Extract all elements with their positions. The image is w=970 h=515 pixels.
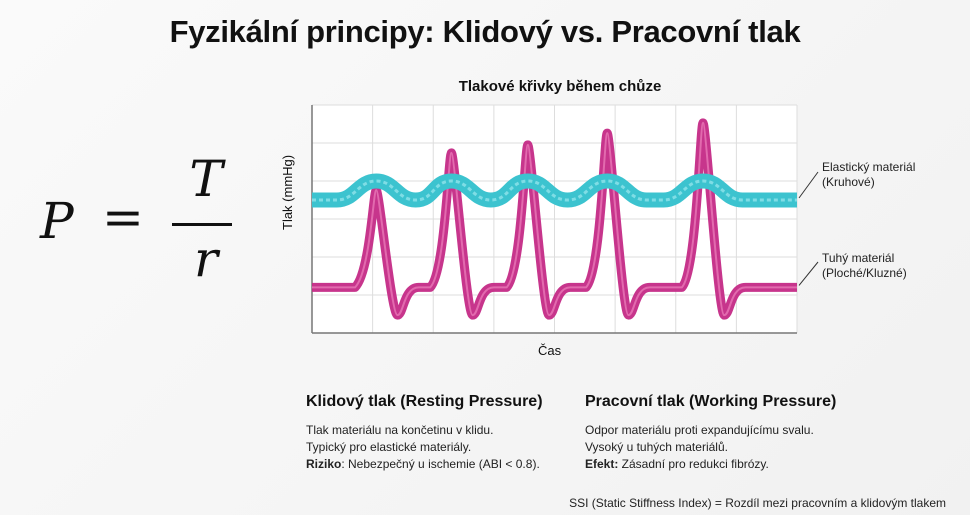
formula-denominator: r <box>194 230 218 288</box>
chart-title: Tlakové křivky během chůze <box>458 78 662 95</box>
working-effect-text: Zásadní pro redukci fibrózy. <box>618 457 769 471</box>
working-heading: Pracovní tlak (Working Pressure) <box>585 393 837 410</box>
legend-stiff-leader <box>798 261 819 286</box>
working-line3: Efekt: Zásadní pro redukci fibrózy. <box>585 456 836 473</box>
legend-stiff: Tuhý materiál (Ploché/Kluzné) <box>822 251 907 281</box>
y-axis-label: Tlak (mmHg) <box>280 154 295 230</box>
x-axis-label: Čas <box>538 343 562 358</box>
legend-elastic: Elastický materiál (Kruhové) <box>822 160 915 190</box>
ssi-footnote: SSI (Static Stiffness Index) = Rozdíl me… <box>569 496 946 510</box>
legend-stiff-sub: (Ploché/Kluzné) <box>822 266 907 280</box>
formula-numerator: T <box>189 150 223 208</box>
working-line2: Vysoký u tuhých materiálů. <box>585 440 728 454</box>
slide-title: Fyzikální principy: Klidový vs. Pracovní… <box>169 14 801 49</box>
fraction-bar <box>172 223 232 226</box>
resting-line1: Tlak materiálu na končetinu v klidu. <box>306 423 494 437</box>
working-effect-label: Efekt: <box>585 457 619 471</box>
resting-line3: Riziko: Nebezpečný u ischemie (ABI < 0.8… <box>306 456 543 473</box>
working-line1: Odpor materiálu proti expandujícímu sval… <box>585 423 814 437</box>
legend-elastic-sub: (Kruhové) <box>822 175 875 189</box>
resting-heading: Klidový tlak (Resting Pressure) <box>306 393 543 410</box>
pressure-formula: P = T r <box>40 150 240 290</box>
resting-line2: Typický pro elastické materiály. <box>306 440 472 454</box>
working-pressure-section: Pracovní tlak (Working Pressure) Odpor m… <box>585 393 836 473</box>
resting-pressure-section: Klidový tlak (Resting Pressure) Tlak mat… <box>306 393 543 473</box>
legend-stiff-name: Tuhý materiál <box>822 251 895 265</box>
series-elastic-texture <box>312 179 797 202</box>
resting-risk-text: : Nebezpečný u ischemie (ABI < 0.8). <box>341 457 540 471</box>
formula-equals: = <box>102 188 144 246</box>
formula-lhs: P <box>40 192 74 250</box>
legend-elastic-leader <box>798 171 819 199</box>
legend-elastic-name: Elastický materiál <box>822 160 916 174</box>
resting-risk-label: Riziko <box>306 457 342 471</box>
